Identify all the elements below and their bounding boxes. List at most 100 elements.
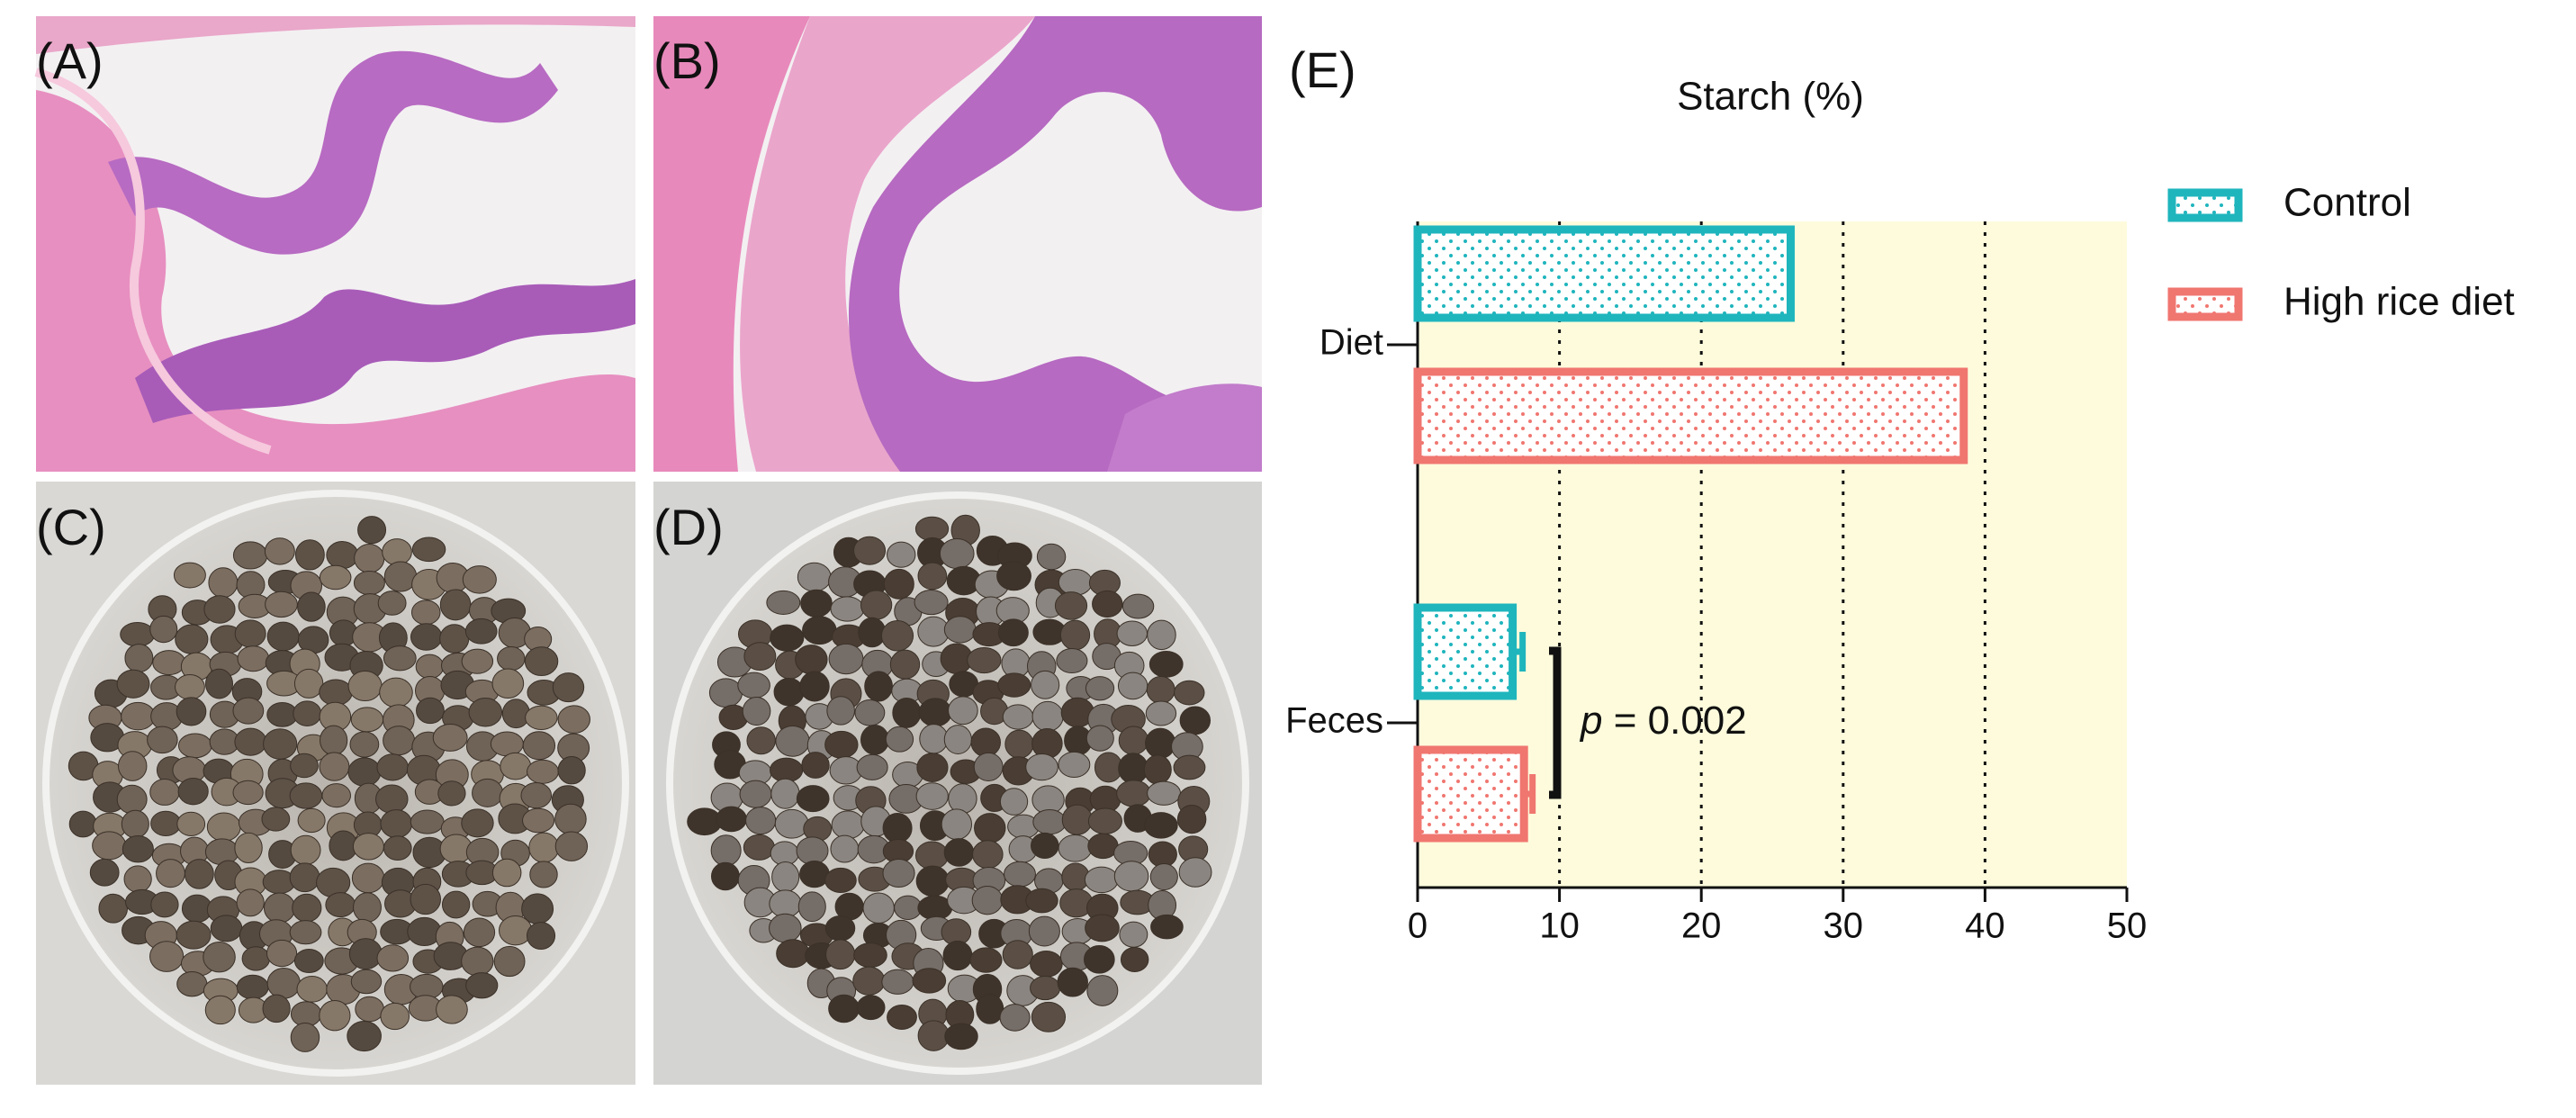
pellet bbox=[1057, 967, 1088, 997]
pellet bbox=[1174, 680, 1205, 706]
pellet bbox=[266, 968, 301, 999]
pellet bbox=[1031, 832, 1059, 860]
pellet bbox=[524, 646, 559, 677]
pellet bbox=[887, 1005, 917, 1030]
plot-area bbox=[1418, 221, 2127, 888]
pellet bbox=[116, 669, 150, 699]
pellet bbox=[352, 833, 384, 861]
pellet bbox=[1036, 543, 1067, 571]
panel-label: (C) bbox=[36, 499, 106, 555]
pellet bbox=[824, 915, 856, 942]
pellet bbox=[889, 649, 921, 680]
pellet bbox=[799, 860, 830, 888]
pellet bbox=[1004, 861, 1036, 888]
pellet bbox=[917, 895, 953, 921]
pellet bbox=[1120, 946, 1149, 972]
pellet bbox=[261, 807, 291, 832]
pellet bbox=[1083, 945, 1115, 974]
pellet bbox=[528, 832, 560, 863]
pellet bbox=[708, 678, 743, 708]
pellet bbox=[1056, 648, 1088, 674]
pellet bbox=[122, 835, 154, 863]
pellet bbox=[177, 777, 209, 806]
pellet bbox=[264, 537, 295, 565]
pellet bbox=[557, 705, 590, 734]
pellet bbox=[290, 834, 321, 865]
pellet bbox=[771, 861, 800, 893]
legend-label: Control bbox=[2283, 181, 2411, 225]
pellet bbox=[150, 891, 179, 918]
pellet bbox=[437, 780, 466, 807]
histology-a bbox=[34, 16, 635, 472]
pellet bbox=[347, 1020, 382, 1052]
pellet bbox=[773, 678, 805, 707]
pellet bbox=[294, 539, 325, 571]
pellet bbox=[943, 838, 975, 867]
pellet bbox=[1179, 706, 1211, 735]
pellet bbox=[1054, 591, 1088, 620]
pellet bbox=[1119, 921, 1148, 948]
pellet bbox=[854, 699, 886, 726]
pellet bbox=[89, 858, 120, 887]
pellet bbox=[1032, 809, 1067, 835]
error-bar bbox=[1524, 774, 1536, 814]
pellet bbox=[377, 591, 407, 616]
pellet bbox=[864, 671, 893, 702]
pellet bbox=[204, 668, 234, 699]
pellet bbox=[860, 590, 893, 620]
bar bbox=[1413, 225, 1795, 322]
pellet bbox=[204, 838, 239, 866]
pellet bbox=[441, 890, 471, 919]
pellet bbox=[716, 806, 747, 833]
pellet bbox=[289, 782, 323, 809]
pellet bbox=[525, 705, 558, 730]
pellet bbox=[319, 564, 352, 591]
pellet bbox=[468, 697, 503, 727]
pellet bbox=[1147, 780, 1182, 806]
pellet bbox=[1025, 888, 1058, 914]
pellet bbox=[1118, 726, 1149, 755]
pellet bbox=[797, 891, 826, 923]
pellet bbox=[290, 1023, 320, 1052]
pellet bbox=[410, 623, 443, 651]
pellet bbox=[210, 915, 243, 942]
pellet bbox=[156, 859, 185, 888]
pellet bbox=[1085, 676, 1115, 701]
pellet bbox=[184, 859, 214, 889]
pellet bbox=[325, 892, 356, 918]
pellet bbox=[944, 1023, 978, 1050]
pellet bbox=[742, 696, 771, 726]
pellet bbox=[1149, 862, 1178, 891]
pellet bbox=[743, 642, 777, 672]
pellet bbox=[522, 807, 555, 834]
pellet bbox=[472, 778, 504, 807]
pellet bbox=[490, 731, 524, 757]
pellet bbox=[175, 673, 205, 700]
pellet bbox=[853, 942, 887, 968]
pellet bbox=[121, 809, 149, 839]
pellet bbox=[376, 753, 409, 781]
pellet bbox=[973, 752, 1004, 781]
pellet bbox=[263, 892, 296, 924]
pellet bbox=[999, 1004, 1031, 1032]
pellet bbox=[1145, 727, 1176, 759]
pellet bbox=[293, 668, 324, 699]
panel-label: (D) bbox=[653, 499, 724, 555]
pellet bbox=[769, 913, 802, 943]
pellet bbox=[745, 807, 777, 835]
pellet bbox=[439, 589, 472, 621]
pellet bbox=[774, 808, 809, 839]
pellet bbox=[203, 595, 236, 624]
pellet bbox=[882, 859, 915, 888]
pellet bbox=[1143, 754, 1172, 785]
error-bar bbox=[1512, 632, 1527, 672]
pellet bbox=[997, 672, 1031, 698]
pellet bbox=[232, 697, 265, 725]
pellet bbox=[176, 811, 206, 836]
pellet bbox=[208, 567, 239, 599]
pellet bbox=[862, 892, 895, 924]
pellet bbox=[292, 893, 322, 923]
pellet bbox=[1025, 753, 1058, 781]
pellet bbox=[410, 809, 445, 834]
pellet bbox=[461, 946, 494, 977]
